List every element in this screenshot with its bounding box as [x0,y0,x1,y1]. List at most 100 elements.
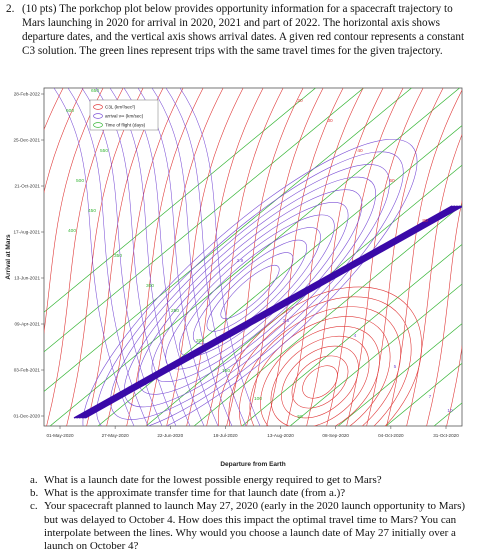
contour-label: 40 [357,148,363,154]
y-tick-label: 03-Feb-2021 [14,368,41,373]
contour-label: 350 [114,253,122,259]
question-text: (10 pts) The porkchop plot below provide… [22,3,465,57]
ridge-line [83,205,462,419]
legend-label: arrival v∞ (km/sec) [105,114,144,119]
c3-loop [217,286,423,426]
tof-line [289,283,462,426]
contour-labels: 650 600 550 500 450 400 350 300 250 200 150 100 50 20… [66,88,453,420]
x-tick-label: 01-May-2020 [46,433,74,438]
vinf-contour [110,164,390,420]
x-tick-label: 13-Aug-2020 [267,433,294,438]
c3-loop [302,365,338,399]
contour-label: 50 [297,414,303,420]
contour-label: 300 [146,283,154,289]
ridge-line [80,205,459,419]
tof-line [470,82,482,436]
y-tick-label: 17-Aug-2021 [13,230,40,235]
contour-label: 60 [389,178,395,184]
c3-contour [406,133,462,426]
y-tick-label: 21-Oct-2021 [14,184,40,189]
contour-label: 250 [171,308,179,314]
x-tick-label: 08-Sep-2020 [322,433,349,438]
tof-line [385,362,462,426]
c3-loop [291,355,349,409]
vinf-contour [123,176,377,408]
porkchop-chart-svg: 650 600 550 500 450 400 350 300 250 200 150 100 50 20… [5,82,482,468]
vinf-contour [206,252,294,332]
ridge-line [84,205,462,419]
y-tick-label: 13-Jun-2021 [14,276,40,281]
subquestion-b: b. What is the approximate transfer time… [30,487,346,500]
c3-loop [281,345,359,419]
c3-contour [366,88,444,426]
c3-contour [44,88,104,335]
ridge-line [78,205,458,419]
question-number: 2. [6,3,15,15]
contour-label: 500 [76,178,84,184]
tof-line [44,88,413,392]
legend-label: Time of flight (days) [105,123,146,128]
c3-contour [426,200,462,426]
c3-contour [44,88,84,194]
tof-line [145,164,462,426]
c3-contour [266,88,344,426]
contour-label: 80 [422,218,428,224]
subquestion-c: c. Your spacecraft planned to launch May… [30,500,466,553]
c3-contour [286,88,364,426]
legend-swatch [93,122,103,128]
c3-loop [260,326,380,426]
tof-line [241,244,462,426]
x-tick-label: 31-Oct-2020 [433,433,459,438]
contour-label: 200 [196,338,204,344]
contour-label: 20 [297,98,303,104]
contour-label: 4 [354,333,357,339]
y-tick-label: 25-Dec-2021 [13,138,40,143]
c3-contour [166,88,244,426]
legend-label: C3L (km²/sec²) [105,105,136,110]
vinf-contour [67,88,149,426]
vinf-contour [220,264,280,320]
vinf-contour [96,151,404,426]
contour-label: 7 [429,394,432,400]
c3-contour [186,88,264,426]
contour-label: 400 [68,228,76,234]
contour-label: 600 [66,108,74,114]
tof-line [44,88,317,313]
x-tick-label: 27-May-2020 [102,433,130,438]
c3-contour [446,344,462,426]
x-axis-label: Departure from Earth [220,461,285,468]
c3-contour [386,89,462,426]
contour-label: 100 [254,396,262,402]
legend: C3L (km²/sec²) arrival v∞ (km/sec) Time of… [89,99,159,131]
y-axis-label: Arrival at Mars [5,234,12,280]
ridge-line [76,205,456,419]
c3-contour [126,88,204,426]
y-tick-label: 28-Feb-2022 [14,92,41,97]
tof-line [44,88,365,353]
tof-line [337,323,462,426]
contour-label: 30 [327,118,333,124]
contour-label: 550 [100,148,108,154]
ridge-line [75,205,454,419]
c3-loop [239,306,401,426]
contour-label: 10 [447,408,453,414]
contour-label: 3.5 [283,318,290,324]
x-tick-label: 22-Jun-2020 [157,433,183,438]
ridge-line [73,205,453,419]
c3-contour [464,82,482,436]
vinf-contour [192,239,308,345]
vinf-contour [151,88,233,426]
subquestions: a. What is a launch date for the lowest … [30,474,476,553]
question-2: 2. (10 pts) The porkchop plot below prov… [6,2,476,58]
y-tick-label: 01-Dec-2020 [13,414,40,419]
c3-contour [306,88,384,426]
x-tick-label: 04-Oct-2020 [378,433,404,438]
vinf-contour [82,138,418,426]
c3-loop [270,335,370,426]
contour-label: 150 [222,368,230,374]
subquestion-a: a. What is a launch date for the lowest … [30,474,382,486]
x-tick-label: 18-Jul-2020 [213,433,238,438]
porkchop-plot: 650 600 550 500 450 400 350 300 250 200 150 100 50 20… [0,82,482,474]
contour-label: 450 [88,208,96,214]
contour-label: 5 [394,364,397,370]
